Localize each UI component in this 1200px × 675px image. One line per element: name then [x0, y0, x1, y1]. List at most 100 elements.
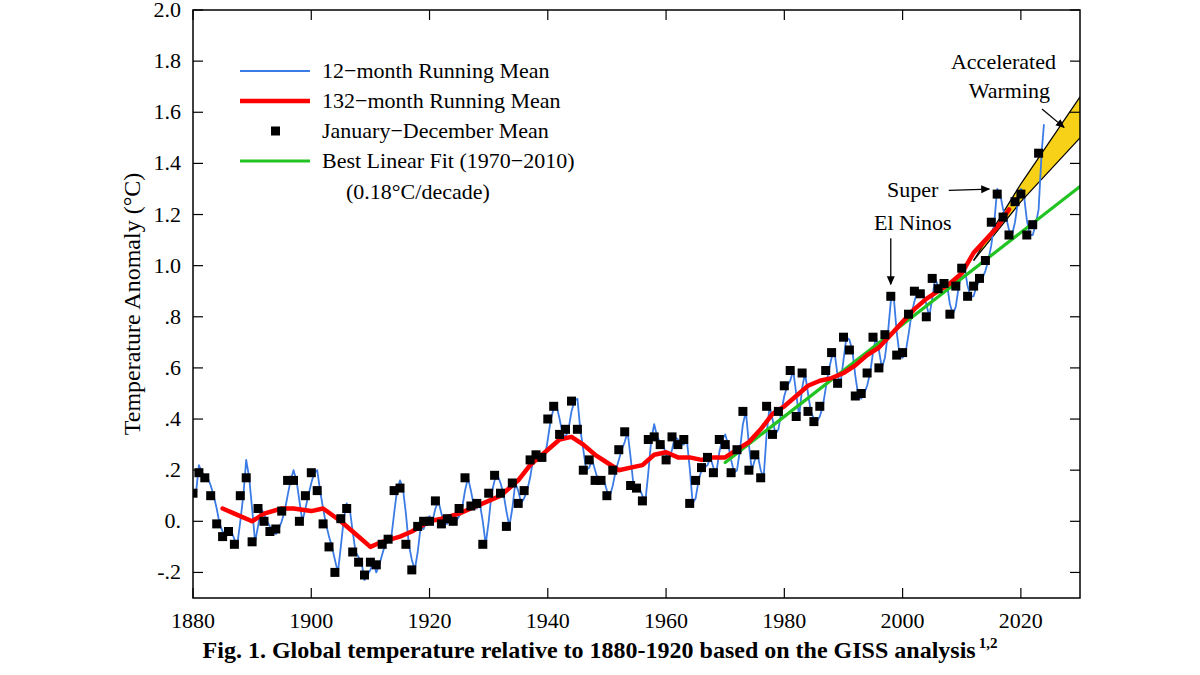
plot-frame [193, 10, 1080, 598]
annual-mean-marker [224, 527, 233, 536]
annual-mean-marker [230, 540, 239, 549]
annual-mean-marker [833, 379, 842, 388]
annual-mean-marker [880, 330, 889, 339]
annual-mean-marker [1022, 231, 1031, 240]
annual-mean-marker [904, 310, 913, 319]
annual-mean-marker [774, 407, 783, 416]
y-tick [1070, 112, 1080, 113]
x-tick-label: 1900 [289, 608, 333, 633]
annual-mean-marker [260, 517, 269, 526]
legend-line [240, 99, 310, 104]
annual-mean-marker [620, 427, 629, 436]
annual-mean-marker [1034, 149, 1043, 158]
annual-mean-marker [804, 407, 813, 416]
annual-mean-marker [561, 425, 570, 434]
annual-mean-marker [597, 476, 606, 485]
y-tick-label: 1.4 [154, 150, 182, 175]
annual-mean-marker [821, 366, 830, 375]
annual-mean-marker [928, 274, 937, 283]
annual-mean-marker [733, 445, 742, 454]
annual-mean-marker [727, 468, 736, 477]
series-line [223, 209, 1009, 547]
annual-mean-marker [372, 560, 381, 569]
annual-mean-marker [792, 412, 801, 421]
annual-mean-marker [709, 468, 718, 477]
caption-superscript: 1,2 [979, 635, 998, 651]
y-tick [1070, 265, 1080, 266]
annual-mean-marker [336, 514, 345, 523]
y-tick [193, 418, 203, 419]
annual-mean-marker [945, 310, 954, 319]
y-tick-label: 1.6 [154, 99, 182, 124]
annual-mean-marker [307, 468, 316, 477]
x-tick-label: 2020 [999, 608, 1043, 633]
y-tick-label: .8 [165, 304, 182, 329]
x-tick [902, 588, 903, 598]
annual-mean-marker [987, 218, 996, 227]
annual-mean-marker [886, 292, 895, 301]
legend-line [240, 70, 310, 72]
annotation-arrow [890, 238, 891, 284]
y-tick [193, 163, 203, 164]
annual-mean-marker [957, 264, 966, 273]
y-tick [1070, 163, 1080, 164]
annotation-text: AcceleratedWarming [951, 49, 1056, 103]
annual-mean-marker [396, 484, 405, 493]
y-tick-label: 1.0 [154, 253, 182, 278]
annual-mean-marker [478, 540, 487, 549]
annual-mean-marker [898, 348, 907, 357]
annual-mean-marker [242, 473, 251, 482]
x-tick-label: 1880 [171, 608, 215, 633]
annual-mean-marker [839, 333, 848, 342]
x-tick [1020, 588, 1021, 598]
x-tick [665, 10, 666, 20]
x-tick [902, 10, 903, 20]
annual-mean-marker [325, 542, 334, 551]
annual-mean-marker [940, 279, 949, 288]
x-tick-label: 1940 [526, 608, 570, 633]
annual-mean-marker [768, 430, 777, 439]
x-tick-label: 2000 [881, 608, 925, 633]
figure-caption: Fig. 1. Global temperature relative to 1… [203, 635, 998, 663]
annual-mean-marker [472, 499, 481, 508]
y-tick [1070, 521, 1080, 522]
annual-mean-marker [212, 519, 221, 528]
x-tick [311, 10, 312, 20]
annual-mean-marker [668, 432, 677, 441]
annual-mean-marker [951, 282, 960, 291]
annual-mean-marker [1016, 190, 1025, 199]
annual-mean-marker [449, 517, 458, 526]
chart: -.20..2.4.6.81.01.21.41.61.82.0188019001… [0, 0, 1200, 675]
annual-mean-marker [360, 571, 369, 580]
y-tick-label: .2 [165, 457, 182, 482]
annual-mean-marker [407, 565, 416, 574]
annual-mean-marker [863, 369, 872, 378]
annual-mean-marker [650, 432, 659, 441]
x-tick-label: 1960 [644, 608, 688, 633]
legend-label: 12−month Running Mean [322, 58, 550, 83]
annual-mean-marker [508, 479, 517, 488]
y-axis-label: Temperature Anomaly (°C) [119, 173, 145, 436]
annual-mean-marker [632, 484, 641, 493]
y-tick [1070, 214, 1080, 215]
annual-mean-marker [786, 366, 795, 375]
annual-mean-marker [1028, 220, 1037, 229]
background [0, 0, 1200, 675]
x-tick [429, 588, 430, 598]
annual-mean-marker [490, 471, 499, 480]
legend: 12−month Running Mean132−month Running M… [240, 58, 575, 204]
annual-mean-marker [348, 548, 357, 557]
annual-mean-marker [537, 453, 546, 462]
y-tick-label: 1.8 [154, 48, 182, 73]
annual-mean-marker [289, 476, 298, 485]
annotation-line: El Ninos [874, 210, 952, 235]
y-tick-label: .4 [165, 406, 182, 431]
x-tick [547, 588, 548, 598]
x-tick [311, 588, 312, 598]
y-tick-label: 0. [165, 508, 182, 533]
annual-mean-marker [662, 455, 671, 464]
annual-mean-marker [857, 389, 866, 398]
annual-mean-marker [869, 333, 878, 342]
y-tick [1070, 61, 1080, 62]
annual-mean-marker [301, 491, 310, 500]
